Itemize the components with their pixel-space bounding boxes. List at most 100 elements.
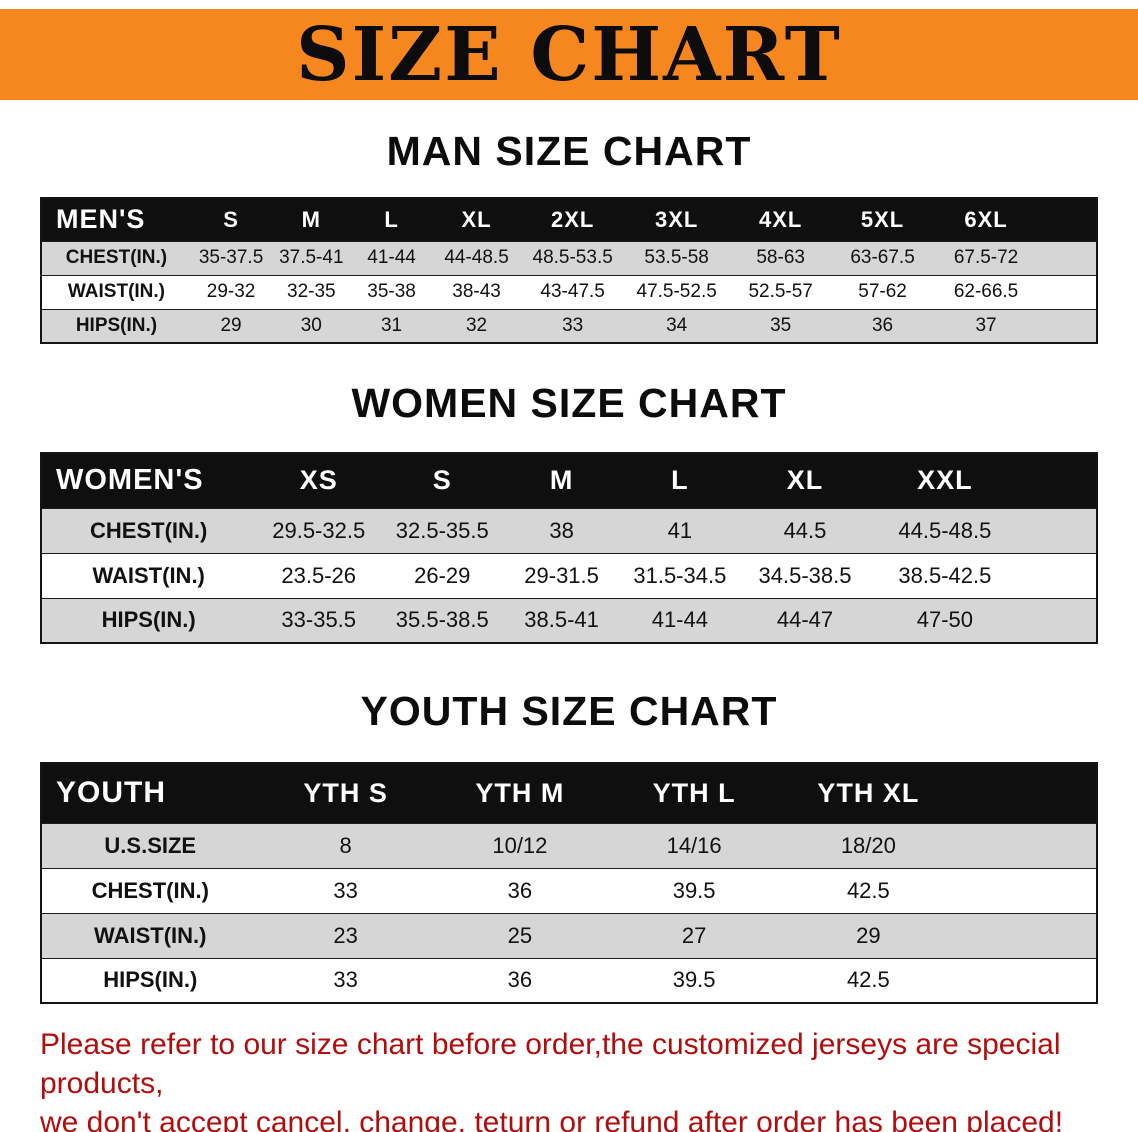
youth-size-table: YOUTH YTH S YTH M YTH L YTH XL U.S.SIZE 8 10/12… [40, 762, 1098, 1004]
filler-cell [955, 823, 1097, 868]
size-value: 29.5-32.5 [272, 517, 366, 543]
size-value: 41-44 [651, 607, 708, 633]
table-header-row: MEN'S S M L XL 2XL 3XL 4XL 5XL 6XL [41, 198, 1097, 241]
footer-note: Please refer to our size chart before or… [40, 1025, 1100, 1132]
column-header: 3XL [623, 198, 730, 241]
table-name-cell: YOUTH [41, 763, 259, 823]
size-value: 38-43 [452, 281, 501, 302]
size-value: 34.5-38.5 [758, 562, 852, 588]
size-value: 44-48.5 [444, 247, 509, 268]
size-value: 35-38 [367, 281, 416, 302]
table-header-row: YOUTH YTH S YTH M YTH L YTH XL [41, 763, 1097, 823]
table-row: CHEST(IN.) 35-37.5 37.5-41 41-44 44-48.5 48.5… [41, 241, 1097, 275]
size-value: 41-44 [367, 247, 416, 268]
table-row: CHEST(IN.) 29.5-32.5 32.5-35.5 38 41 44.5 44.5… [41, 508, 1097, 553]
table-row: U.S.SIZE 8 10/12 14/16 18/20 [41, 823, 1097, 868]
size-value: 57-62 [858, 281, 907, 302]
size-value: 8 [339, 832, 352, 858]
filler-cell [1039, 275, 1097, 309]
size-value: 63-67.5 [850, 247, 915, 268]
size-value: 43-47.5 [540, 281, 605, 302]
men-size-section: MAN SIZE CHART MEN'S S M L XL 2XL 3XL 4XL 5XL 6XL… [0, 128, 1138, 344]
column-header: L [351, 198, 432, 241]
row-label: HIPS(IN.) [103, 967, 198, 993]
size-value: 52.5-57 [748, 281, 813, 302]
column-header: YTH M [432, 763, 607, 823]
filler-cell [1019, 553, 1097, 598]
table-row: WAIST(IN.) 29-32 32-35 35-38 38-43 43-47.5 47.… [41, 275, 1097, 309]
size-value: 53.5-58 [644, 247, 709, 268]
filler-cell [955, 913, 1097, 958]
column-header: 4XL [729, 198, 832, 241]
size-value: 29-32 [206, 281, 256, 302]
size-value: 38.5-41 [524, 607, 599, 633]
table-name-cell: MEN'S [41, 198, 191, 241]
size-value: 37.5-41 [279, 247, 344, 268]
table-row: WAIST(IN.) 23.5-26 26-29 29-31.5 31.5-34.5 34… [41, 553, 1097, 598]
table-row: HIPS(IN.) 33 36 39.5 42.5 [41, 958, 1097, 1003]
table-header-row: WOMEN'S XS S M L XL XXL [41, 453, 1097, 508]
size-value: 39.5 [672, 877, 716, 903]
size-value: 23.5-26 [281, 562, 357, 588]
men-size-table: MEN'S S M L XL 2XL 3XL 4XL 5XL 6XL CHEST(IN.) 35-37… [40, 197, 1098, 344]
size-value: 29 [220, 314, 242, 336]
column-header: YTH XL [781, 763, 956, 823]
size-value: 58-63 [756, 247, 805, 268]
column-header: M [502, 453, 621, 508]
table-row: CHEST(IN.) 33 36 39.5 42.5 [41, 868, 1097, 913]
size-value: 67.5-72 [953, 247, 1019, 268]
size-value: 35 [770, 314, 792, 336]
table-row: HIPS(IN.) 29 30 31 32 33 34 35 36 37 [41, 309, 1097, 343]
row-label: WAIST(IN.) [92, 562, 205, 588]
size-value: 29-31.5 [524, 562, 599, 588]
size-value: 36 [507, 877, 533, 903]
size-value: 42.5 [846, 967, 890, 993]
column-header: XS [255, 453, 383, 508]
size-value: 31 [380, 314, 403, 336]
size-value: 33 [333, 877, 358, 903]
size-value: 35-37.5 [198, 247, 264, 268]
size-value: 29 [856, 922, 881, 948]
row-label: CHEST(IN.) [90, 517, 208, 543]
table-row: HIPS(IN.) 33-35.5 35.5-38.5 38.5-41 41-44 44-… [41, 598, 1097, 643]
size-value: 47-50 [916, 607, 974, 633]
filler-cell [1019, 598, 1097, 643]
size-value: 26-29 [414, 562, 471, 588]
size-value: 47.5-52.5 [636, 281, 717, 302]
men-section-heading: MAN SIZE CHART [386, 128, 752, 174]
table-row: WAIST(IN.) 23 25 27 29 [41, 913, 1097, 958]
row-label: WAIST(IN.) [94, 922, 207, 948]
size-value: 36 [871, 314, 894, 336]
column-header: S [190, 198, 272, 241]
column-header: YTH L [607, 763, 782, 823]
row-label: U.S.SIZE [104, 832, 197, 858]
size-value: 33 [562, 314, 584, 336]
women-size-table: WOMEN'S XS S M L XL XXL CHEST(IN.) 29.5-32.5 32.5… [40, 452, 1098, 644]
column-header: XXL [870, 453, 1019, 508]
size-value: 34 [666, 314, 688, 336]
size-value: 62-66.5 [953, 281, 1019, 302]
size-value: 32 [465, 314, 488, 336]
column-header: 2XL [521, 198, 624, 241]
filler-cell [955, 958, 1097, 1003]
footer-line-2: we don't accept cancel, change, teturn o… [40, 1106, 1064, 1132]
women-size-section: WOMEN SIZE CHART WOMEN'S XS S M L XL XXL CHEST(… [0, 380, 1138, 644]
youth-section-heading: YOUTH SIZE CHART [360, 688, 778, 734]
youth-size-section: YOUTH SIZE CHART YOUTH YTH S YTH M YTH L YTH… [0, 688, 1138, 1004]
size-value: 32-35 [287, 281, 336, 302]
size-value: 38 [549, 517, 574, 543]
page-title: SIZE CHART [296, 11, 842, 98]
footer-line-1: Please refer to our size chart before or… [40, 1028, 1061, 1100]
table-name-cell: WOMEN'S [41, 453, 256, 508]
column-header: 5XL [831, 198, 934, 241]
women-section-heading: WOMEN SIZE CHART [351, 380, 787, 426]
size-value: 44.5-48.5 [898, 517, 992, 543]
filler-cell [1039, 241, 1097, 275]
filler-cell [1039, 309, 1097, 343]
size-value: 44.5 [783, 517, 827, 543]
size-value: 33-35.5 [281, 607, 357, 633]
size-value: 27 [681, 922, 707, 948]
size-value: 32.5-35.5 [395, 517, 489, 543]
column-header: L [620, 453, 739, 508]
